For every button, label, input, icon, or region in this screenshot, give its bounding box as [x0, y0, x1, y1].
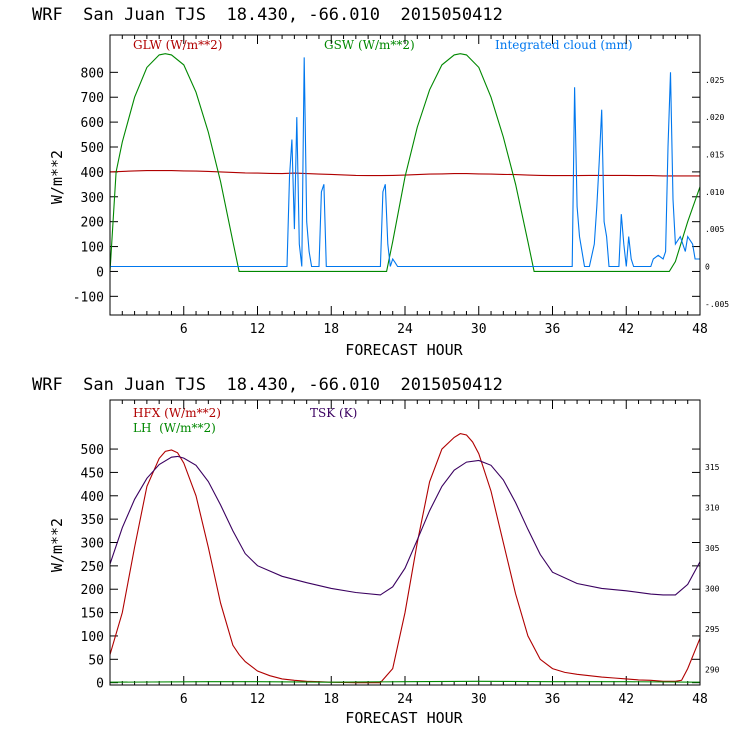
x-tick-label: 12 — [250, 692, 266, 707]
y2-tick-label: 295 — [705, 625, 720, 634]
y-tick-label: 700 — [81, 91, 104, 106]
y-tick-label: 250 — [81, 560, 104, 575]
bottom-plot-frame — [109, 399, 701, 686]
top-legend-cloud: Integrated cloud (mm) — [495, 38, 633, 52]
y-tick-label: 100 — [81, 241, 104, 256]
top-y-axis-label: W/m**2 — [48, 150, 66, 204]
y-tick-label: -100 — [73, 290, 104, 305]
top-panel: WRF San Juan TJS 18.430, -66.010 2015050… — [32, 5, 729, 359]
x-tick-label: 18 — [323, 692, 339, 707]
y-tick-label: 150 — [81, 607, 104, 622]
y-tick-label: 100 — [81, 630, 104, 645]
top-legend-gsw: GSW (W/m**2) — [324, 38, 415, 52]
series-line-hfx — [109, 433, 701, 684]
series-line-lh — [109, 680, 701, 683]
x-tick-label: 36 — [545, 322, 561, 337]
series-line-gsw — [109, 53, 701, 272]
x-tick-label: 12 — [250, 322, 266, 337]
x-tick-label: 48 — [692, 322, 708, 337]
x-tick-label: 42 — [618, 322, 634, 337]
x-tick-label: 30 — [471, 692, 487, 707]
top-plot-frame — [109, 34, 701, 316]
bottom-legend-hfx: HFX (W/m**2) — [133, 406, 221, 420]
y-tick-label: 200 — [81, 216, 104, 231]
y-tick-label: 50 — [88, 653, 104, 668]
y2-tick-label: .005 — [705, 225, 724, 234]
y2-tick-label: 305 — [705, 544, 720, 553]
x-tick-label: 18 — [323, 322, 339, 337]
y2-tick-label: 300 — [705, 584, 720, 593]
bottom-chart-title: WRF San Juan TJS 18.430, -66.010 2015050… — [32, 375, 503, 395]
series-line-tsk — [109, 455, 701, 596]
y2-tick-label: .010 — [705, 188, 724, 197]
y2-tick-label: 0 — [705, 262, 710, 271]
x-tick-label: 30 — [471, 322, 487, 337]
bottom-y-axis-label: W/m**2 — [48, 518, 66, 572]
y-tick-label: 600 — [81, 116, 104, 131]
series-line-cloud — [110, 57, 700, 268]
bottom-x-axis-label: FORECAST HOUR — [345, 709, 463, 727]
y-tick-label: 300 — [81, 191, 104, 206]
y-tick-label: 450 — [81, 466, 104, 481]
y2-tick-label: .020 — [705, 113, 724, 122]
bottom-legend-tsk: TSK (K) — [310, 406, 357, 420]
y2-tick-label: 315 — [705, 463, 720, 472]
y-tick-label: 300 — [81, 537, 104, 552]
x-tick-label: 42 — [618, 692, 634, 707]
y-tick-label: 800 — [81, 66, 104, 81]
bottom-legend-lh: LH (W/m**2) — [133, 421, 216, 435]
y-tick-label: 200 — [81, 583, 104, 598]
top-chart-title: WRF San Juan TJS 18.430, -66.010 2015050… — [32, 5, 503, 25]
bottom-panel: WRF San Juan TJS 18.430, -66.010 2015050… — [32, 375, 720, 727]
y2-tick-label: 310 — [705, 503, 720, 512]
y2-tick-label: .025 — [705, 76, 724, 85]
x-tick-label: 24 — [397, 692, 413, 707]
y-tick-label: 400 — [81, 490, 104, 505]
y2-tick-label: -.005 — [705, 300, 729, 309]
x-tick-label: 48 — [692, 692, 708, 707]
y-tick-label: 0 — [96, 677, 104, 692]
y2-tick-label: 290 — [705, 665, 720, 674]
y-tick-label: 350 — [81, 513, 104, 528]
x-tick-label: 24 — [397, 322, 413, 337]
y-tick-label: 0 — [96, 265, 104, 280]
x-tick-label: 6 — [180, 322, 188, 337]
y-tick-label: 500 — [81, 141, 104, 156]
top-legend-glw: GLW (W/m**2) — [133, 38, 222, 52]
y-tick-label: 400 — [81, 166, 104, 181]
x-tick-label: 36 — [545, 692, 561, 707]
y-tick-label: 500 — [81, 443, 104, 458]
top-x-axis-label: FORECAST HOUR — [345, 341, 463, 359]
x-tick-label: 6 — [180, 692, 188, 707]
y2-tick-label: .015 — [705, 150, 724, 159]
